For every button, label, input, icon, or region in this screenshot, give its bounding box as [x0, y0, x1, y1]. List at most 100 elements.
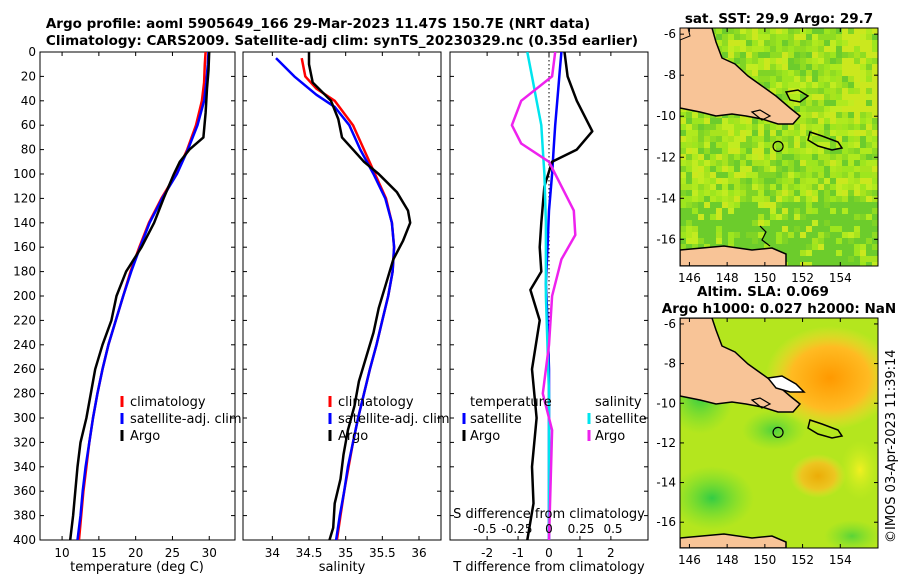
s-diff-tick-label: 0: [545, 522, 553, 536]
sst-map-image: [680, 28, 878, 266]
lat-tick-label: -12: [656, 436, 676, 450]
y-tick-label: 160: [13, 240, 36, 254]
x-tick-label: 35.5: [369, 546, 396, 560]
s-diff-tick-label: -0.25: [501, 522, 532, 536]
lat-tick-label: -6: [664, 317, 676, 331]
y-tick-label: 120: [13, 191, 36, 205]
lon-tick-label: 152: [791, 553, 814, 567]
temperature-axes-box: [39, 51, 236, 541]
y-tick-label: 260: [13, 362, 36, 376]
sst-map-title: sat. SST: 29.9 Argo: 29.7: [685, 11, 873, 27]
salinity-panel: 34 34.5 35 35.5 36 salinity climatology sate…: [242, 51, 450, 575]
lat-tick-label: -14: [656, 476, 676, 490]
legend-argo: Argo: [130, 429, 160, 444]
legend-climatology: climatology: [130, 395, 206, 410]
argo-position-marker: [772, 426, 784, 439]
x-tick-label: 34: [265, 546, 280, 560]
lon-tick-label: 148: [716, 553, 739, 567]
s-diff-tick-label: -0.5: [473, 522, 496, 536]
lat-tick-label: -16: [656, 515, 676, 529]
x-tick-label: 2: [607, 546, 615, 560]
legend-salinity-title: salinity: [595, 395, 642, 410]
difference-y-tickmarks: [450, 51, 648, 541]
y-tick-label: 20: [21, 69, 36, 83]
sst-map-panel: sat. SST: 29.9 Argo: 29.7 146 148 150 152 15…: [656, 11, 879, 285]
imos-stamp: ©IMOS 03-Apr-2023 11:39:14: [884, 349, 899, 543]
y-tick-label: 200: [13, 289, 36, 303]
salinity-y-tickmarks: [243, 51, 441, 541]
lat-tick-label: -14: [656, 191, 676, 205]
sla-map-image: [680, 318, 878, 548]
y-tick-label: 400: [13, 533, 36, 547]
legend-satellite-adj: satellite-adj. clim: [338, 412, 450, 427]
x-tick-label: 1: [576, 546, 584, 560]
series-s-argo: [510, 52, 577, 540]
argo-position-marker: [772, 140, 784, 152]
y-tick-label: 280: [13, 387, 36, 401]
y-tick-label: 360: [13, 484, 36, 498]
y-tick-label: 240: [13, 338, 36, 352]
y-tick-label: 0: [28, 45, 36, 59]
salinity-legend: climatology satellite-adj. clim Argo: [328, 395, 450, 444]
sla-map-panel: Altim. SLA: 0.069 Argo h1000: 0.027 h200…: [656, 284, 896, 567]
lat-tick-label: -12: [656, 150, 676, 164]
lon-tick-label: 152: [791, 271, 814, 285]
x-tick-label: 30: [202, 546, 217, 560]
series-satellite-adj-clim: [275, 57, 396, 540]
salinity-diff-ticks: -0.5 -0.25 0 0.25 0.5: [473, 522, 622, 536]
lon-tick-label: 154: [829, 553, 852, 567]
y-tick-label: 300: [13, 411, 36, 425]
s-diff-tick-label: 0.5: [603, 522, 622, 536]
series-t-argo: [526, 52, 594, 540]
s-diff-tick-label: 0.25: [568, 522, 595, 536]
legend-temperature-title: temperature: [470, 395, 552, 410]
lon-tick-label: 150: [753, 553, 776, 567]
legend-argo: Argo: [338, 429, 368, 444]
legend-satellite-adj: satellite-adj. clim: [130, 412, 242, 427]
series-argo: [68, 52, 211, 540]
legend-s-argo: Argo: [595, 429, 625, 444]
temperature-x-label: temperature (deg C): [70, 560, 204, 575]
x-tick-label: 10: [54, 546, 69, 560]
title-line-1: Argo profile: aoml 5905649_166 29-Mar-20…: [46, 16, 590, 32]
temperature-x-ticks: 10 15 20 25 30: [54, 52, 217, 560]
y-tick-label: 40: [21, 94, 36, 108]
y-tick-label: 220: [13, 313, 36, 327]
x-tick-label: 20: [128, 546, 143, 560]
temperature-series: [68, 52, 211, 540]
y-tick-label: 60: [21, 118, 36, 132]
series-argo: [307, 52, 412, 540]
difference-legend: temperature satellite Argo salinity sate…: [462, 395, 647, 444]
lat-tick-label: -10: [656, 109, 676, 123]
difference-panel: -2 -1 0 1 2 -0.5 -0.25 0 0.25 0.5 S difference f…: [449, 51, 649, 575]
x-tick-label: -1: [512, 546, 524, 560]
y-tick-label: 340: [13, 460, 36, 474]
lon-tick-label: 146: [678, 271, 701, 285]
sst-map-ticks: 146 148 150 152 154 -6 -8 -10 -12 -14 -16: [656, 27, 878, 285]
lat-tick-label: -6: [664, 27, 676, 41]
sla-map-ticks: 146 148 150 152 154 -6 -8 -10 -12 -14 -16: [656, 317, 878, 567]
title-line-2: Climatology: CARS2009. Satellite-adj cli…: [46, 33, 638, 49]
t-diff-label: T difference from climatology: [452, 560, 645, 575]
x-tick-label: 34.5: [296, 546, 323, 560]
salinity-series: [275, 52, 412, 540]
legend-climatology: climatology: [338, 395, 414, 410]
x-tick-label: 35: [338, 546, 353, 560]
lat-tick-label: -16: [656, 232, 676, 246]
x-tick-label: 25: [165, 546, 180, 560]
y-tick-label: 100: [13, 167, 36, 181]
x-tick-label: -2: [481, 546, 493, 560]
y-tick-label: 380: [13, 509, 36, 523]
sla-map-title-2: Argo h1000: 0.027 h2000: NaN: [662, 301, 896, 317]
lon-tick-label: 150: [753, 271, 776, 285]
x-tick-label: 0: [545, 546, 553, 560]
x-tick-label: 36: [411, 546, 426, 560]
y-tick-label: 140: [13, 216, 36, 230]
lat-tick-label: -10: [656, 396, 676, 410]
depth-y-ticks: 0 20 40 60 80 100 120 140 160 180 200 220 240 260 280 3…: [13, 45, 235, 547]
difference-x-ticks: -2 -1 0 1 2: [481, 52, 615, 560]
difference-series: [510, 52, 594, 540]
legend-s-satellite: satellite: [595, 412, 647, 427]
y-tick-label: 80: [21, 143, 36, 157]
